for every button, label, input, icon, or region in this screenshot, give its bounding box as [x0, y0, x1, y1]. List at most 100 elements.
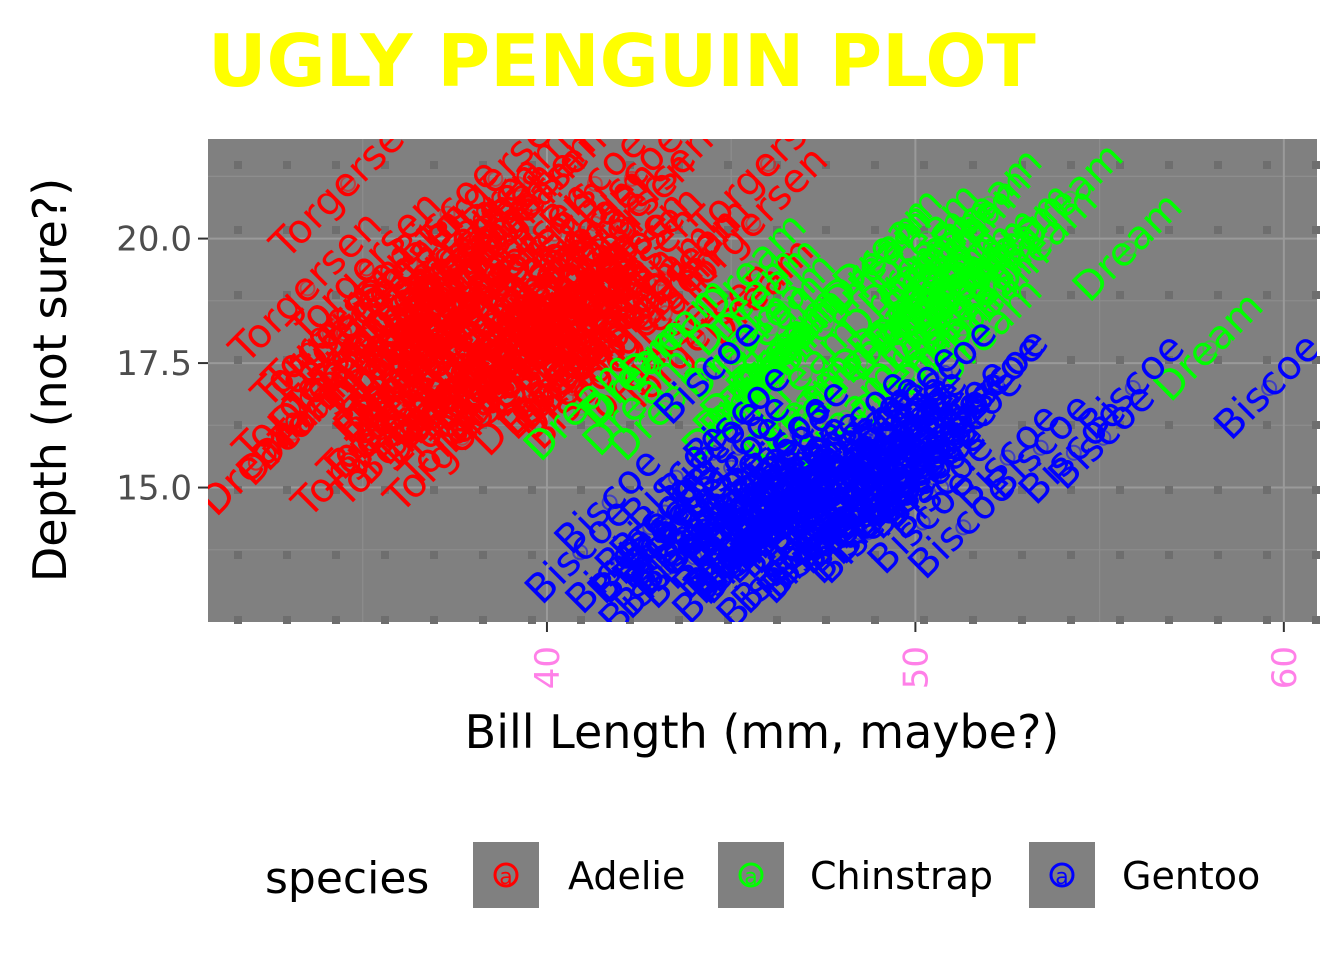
panel-dot — [1018, 161, 1026, 169]
data-point-gentoo — [837, 474, 854, 491]
data-point-adelie — [520, 394, 537, 411]
data-point-adelie — [336, 325, 353, 342]
data-point-gentoo — [793, 499, 810, 516]
data-point-gentoo — [807, 539, 824, 556]
panel-dot — [1263, 161, 1271, 169]
panel-dot — [822, 421, 830, 429]
data-point-adelie — [616, 275, 633, 292]
panel-dot — [920, 291, 928, 299]
data-point-gentoo — [907, 414, 924, 431]
panel-dot — [479, 291, 487, 299]
panel-dot — [871, 226, 879, 234]
panel-dot — [1214, 616, 1222, 624]
panel-dot — [724, 421, 732, 429]
data-point-adelie — [690, 330, 707, 347]
x-tick-label: 40 — [528, 646, 568, 689]
panel-dot-pattern — [234, 161, 1320, 624]
panel-dot — [969, 616, 977, 624]
panel-dot — [283, 616, 291, 624]
data-point-chinstrap — [988, 290, 1005, 307]
panel-dot — [528, 226, 536, 234]
panel-dot — [283, 291, 291, 299]
panel-dot — [1214, 551, 1222, 559]
panel-dot — [1067, 356, 1075, 364]
panel-dot — [920, 356, 928, 364]
data-point-adelie — [690, 245, 707, 262]
data-point-gentoo — [988, 374, 1005, 391]
panel-dot — [1067, 616, 1075, 624]
panel-dot — [577, 551, 585, 559]
y-axis-title: Depth (not sure?) — [23, 178, 77, 582]
panel-dot — [822, 291, 830, 299]
panel-dot — [283, 421, 291, 429]
data-point-adelie — [520, 360, 537, 377]
data-point-gentoo — [848, 414, 865, 431]
data-point-gentoo — [841, 449, 858, 466]
data-point-gentoo — [815, 519, 832, 536]
legend-glyph-chinstrap: a — [744, 865, 757, 890]
data-point-gentoo — [763, 569, 780, 586]
data-point-adelie — [247, 454, 264, 471]
data-point-adelie — [428, 404, 445, 421]
data-point-adelie — [410, 399, 427, 416]
data-point-gentoo — [785, 464, 802, 481]
panel-dot — [969, 291, 977, 299]
data-point-chinstrap — [955, 270, 972, 287]
data-point-gentoo — [955, 519, 972, 536]
data-point-chinstrap — [955, 235, 972, 252]
data-point-gentoo — [922, 464, 939, 481]
panel-dot — [626, 226, 634, 234]
panel-dot — [1312, 161, 1320, 169]
data-point-gentoo — [811, 499, 828, 516]
panel-dot — [577, 421, 585, 429]
panel-dot — [430, 551, 438, 559]
panel-dot — [871, 161, 879, 169]
panel-dot — [1312, 356, 1320, 364]
data-point-gentoo — [660, 559, 677, 576]
panel-dot — [234, 226, 242, 234]
legend-glyph-gentoo: a — [1055, 865, 1068, 890]
data-point-adelie — [612, 220, 629, 237]
data-point-adelie — [527, 345, 544, 362]
data-point-chinstrap — [745, 260, 762, 277]
data-point-gentoo — [774, 449, 791, 466]
data-point-gentoo — [877, 469, 894, 486]
panel-dot — [773, 616, 781, 624]
data-point-gentoo — [789, 514, 806, 531]
panel-dot — [724, 486, 732, 494]
panel-dot — [626, 616, 634, 624]
data-point-chinstrap — [1036, 235, 1053, 252]
y-axis: 15.0 17.5 20.0 — [116, 220, 208, 509]
data-point-adelie — [502, 374, 519, 391]
data-point-adelie — [620, 255, 637, 272]
data-point-chinstrap — [962, 295, 979, 312]
panel-dot — [283, 226, 291, 234]
data-point-gentoo — [962, 414, 979, 431]
panel-dot — [332, 226, 340, 234]
data-point-chinstrap — [774, 340, 791, 357]
data-point-chinstrap — [1121, 240, 1138, 257]
data-point-adelie — [402, 255, 419, 272]
data-point-gentoo — [903, 424, 920, 441]
data-point-chinstrap — [970, 215, 987, 232]
panel-dot — [1018, 421, 1026, 429]
panel-dot — [479, 551, 487, 559]
data-point-gentoo — [947, 404, 964, 421]
panel-dot — [969, 226, 977, 234]
panel-dot — [283, 356, 291, 364]
panel-dot — [528, 486, 536, 494]
panel-dot — [1067, 226, 1075, 234]
data-point-gentoo — [885, 439, 902, 456]
panel-dot — [920, 161, 928, 169]
data-point-gentoo — [723, 459, 740, 476]
panel-dot — [920, 486, 928, 494]
data-point-adelie — [373, 419, 390, 436]
data-point-adelie — [494, 350, 511, 367]
data-point-adelie — [391, 305, 408, 322]
panel-dot — [626, 421, 634, 429]
legend-item-gentoo: a Gentoo — [1029, 842, 1260, 908]
legend: species a Adelie a Chinstrap a Gentoo — [265, 842, 1260, 908]
panel-dot — [332, 551, 340, 559]
panel-dot — [1214, 356, 1222, 364]
